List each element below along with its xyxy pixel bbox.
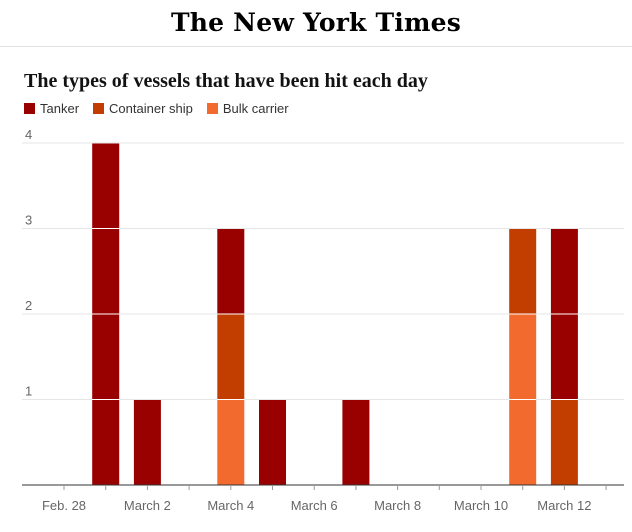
y-tick-label: 1 [25,384,32,399]
bar-container-ship-march-4 [217,314,245,400]
bar-container-ship-march-12 [550,399,578,485]
legend-swatch [24,103,35,114]
legend-item-bulk-carrier: Bulk carrier [206,101,289,116]
x-tick-label: March 8 [374,498,421,513]
nyt-logo: The New York Times [170,8,462,37]
bar-tanker-march-5 [259,399,286,485]
legend-item-tanker: Tanker [24,101,79,116]
x-tick-label: March 4 [207,498,254,513]
legend-item-container-ship: Container ship [93,101,193,116]
legend-label: Container ship [109,101,193,116]
bar-tanker-march-2 [133,399,161,485]
y-tick-label: 2 [25,298,32,313]
x-tick-label: Feb. 28 [42,498,86,513]
legend: Tanker Container ship Bulk carrier [24,101,303,116]
x-tick-label: March 6 [291,498,338,513]
legend-label: Tanker [40,101,80,116]
legend-swatch [93,103,105,114]
x-tick-label: March 10 [454,498,508,513]
x-tick-label: March 12 [537,498,591,513]
y-tick-label: 4 [25,127,32,142]
chart-title: The types of vessels that have been hit … [24,70,428,92]
bar-container-ship-march-11 [509,228,537,314]
legend-swatch [206,103,218,114]
bar-bulk-carrier-march-4 [217,399,245,485]
y-tick-label: 3 [25,213,32,228]
legend-label: Bulk carrier [222,101,289,116]
bar-tanker-march-7 [342,399,370,485]
masthead: The New York Times [0,0,632,47]
x-tick-label: March 2 [124,498,171,513]
bar-tanker-march-4 [217,228,245,314]
